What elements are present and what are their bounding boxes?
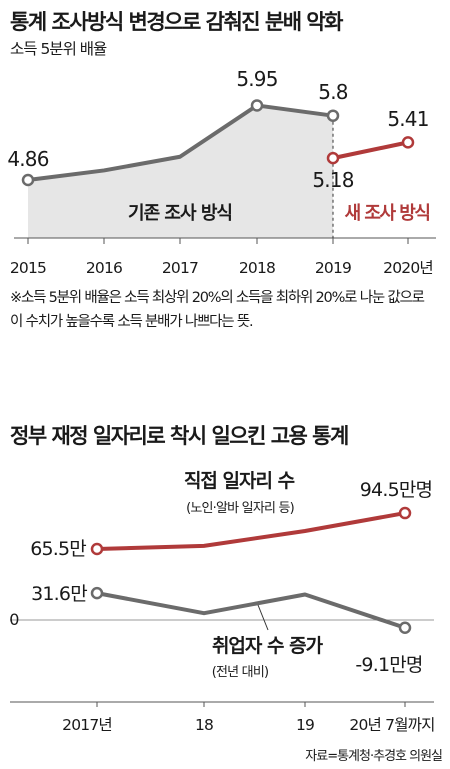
chart1-title: 통계 조사방식 변경으로 감춰진 분배 악화 [10, 10, 344, 34]
old-method-point-4 [326, 109, 340, 122]
direct-jobs-label-start: 65.5만 [30, 538, 86, 560]
chart2-x-label-1: 18 [195, 716, 213, 734]
old-method-line [27, 103, 334, 182]
chart1-subtitle: 소득 5분위 배율 [10, 40, 107, 58]
old-label-2019: 5.8 [318, 80, 347, 104]
employment-series-subname: (전년 대비) [212, 665, 269, 680]
source-note: 자료=통계청·추경호 의원실 [305, 749, 443, 764]
chart2-x-label-3: 20년 7월까지 [349, 716, 434, 734]
new-method-point-0 [326, 151, 340, 165]
direct-jobs-series-subname: (노인·알바 일자리 등) [186, 501, 294, 516]
old-label-2015: 4.86 [7, 147, 48, 171]
new-method-line [332, 140, 409, 161]
new-label-2019: 5.18 [312, 168, 353, 192]
chart2-title: 정부 재정 일자리로 착시 일으킨 고용 통계 [10, 424, 349, 448]
employment-label-start: 31.6만 [31, 583, 87, 605]
new-method-series-label: 새 조사 방식 [345, 203, 430, 224]
employment-increase-line [96, 591, 406, 630]
employment-label-end: -9.1만명 [355, 654, 422, 676]
employment-series-name: 취업자 수 증가 [212, 635, 324, 657]
chart1-x-label-1: 2016 [86, 259, 122, 277]
old-label-2018: 5.95 [236, 67, 277, 91]
old-method-series-label: 기존 조사 방식 [128, 203, 232, 224]
chart2-x-label-0: 2017년 [62, 716, 112, 734]
chart2-zero-label: 0 [9, 610, 19, 629]
employment-increase-point-3 [398, 621, 412, 634]
employment-increase-point-0 [90, 586, 104, 600]
employment-pointer [257, 604, 269, 631]
old-method-point-0 [21, 173, 35, 187]
old-method-area [28, 105, 333, 238]
chart1-x-label-0: 2015 [10, 259, 46, 277]
new-label-2020: 5.41 [387, 107, 428, 131]
direct-jobs-series-name: 직접 일자리 수 [184, 470, 295, 492]
direct-jobs-line [96, 511, 406, 551]
chart1-x-label-4: 2019 [315, 259, 351, 277]
old-method-point-3 [250, 99, 264, 112]
chart1-footnote: ※소득 5분위 배율은 소득 최상위 20%의 소득을 최하위 20%로 나눈 … [10, 290, 425, 330]
chart2-x-label-2: 19 [296, 716, 314, 734]
direct-jobs-point-0 [90, 542, 104, 556]
direct-jobs-point-3 [398, 506, 412, 520]
chart1-x-label-2: 2017 [162, 259, 198, 277]
chart1-x-label-3: 2018 [239, 259, 275, 277]
chart1-x-label-5: 2020년 [383, 259, 433, 277]
direct-jobs-label-end: 94.5만명 [360, 479, 432, 501]
new-method-point-1 [401, 136, 415, 149]
